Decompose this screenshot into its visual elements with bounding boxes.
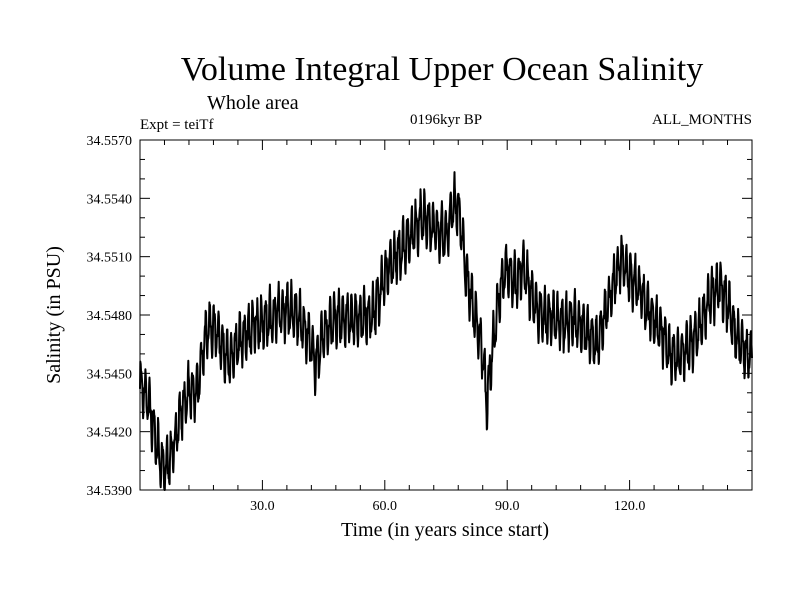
- x-axis-label: Time (in years since start): [341, 519, 549, 541]
- x-tick-labels: 30.0 60.0 90.0 120.0: [250, 499, 645, 514]
- x-tick-label: 120.0: [614, 499, 646, 514]
- y-axis-label: Salinity (in PSU): [43, 246, 65, 384]
- y-tick-label: 34.5480: [87, 309, 133, 324]
- period-label: 0196kyr BP: [410, 112, 482, 128]
- x-tick-label: 60.0: [373, 499, 398, 514]
- experiment-label: Expt = teiTf: [140, 117, 213, 133]
- x-tick-label: 30.0: [250, 499, 275, 514]
- y-tick-label: 34.5540: [87, 192, 133, 207]
- x-tick-label: 90.0: [495, 499, 520, 514]
- y-tick-label: 34.5510: [87, 251, 133, 266]
- y-tick-label: 34.5570: [87, 134, 133, 149]
- plot-frame: [139, 139, 753, 491]
- salinity-series-line: [139, 171, 753, 491]
- y-tick-label: 34.5390: [87, 484, 133, 499]
- y-tick-label: 34.5450: [87, 367, 133, 382]
- chart-subtitle: Whole area: [207, 92, 299, 114]
- y-tick-labels: 34.5390 34.5420 34.5450 34.5480 34.5510 34.55…: [87, 134, 133, 499]
- chart-title: Volume Integral Upper Ocean Salinity: [181, 51, 703, 88]
- months-label: ALL_MONTHS: [652, 112, 752, 128]
- y-tick-label: 34.5420: [87, 426, 133, 441]
